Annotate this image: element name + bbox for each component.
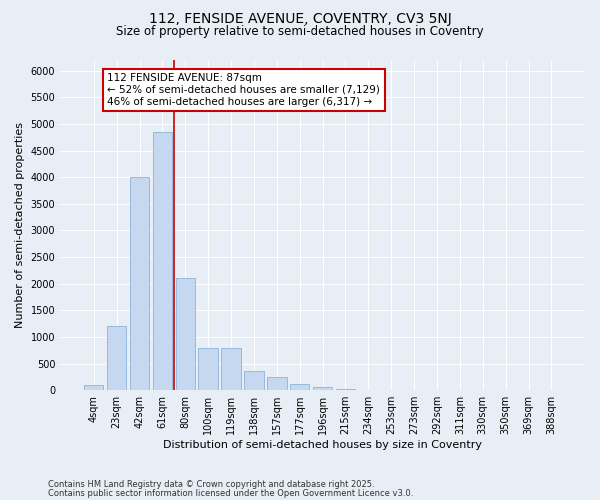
Bar [107, 326, 127, 390]
Bar [290, 384, 310, 390]
Bar [313, 387, 332, 390]
Bar [244, 371, 263, 390]
Text: Contains public sector information licensed under the Open Government Licence v3: Contains public sector information licen… [48, 488, 413, 498]
Text: 112 FENSIDE AVENUE: 87sqm
← 52% of semi-detached houses are smaller (7,129)
46% : 112 FENSIDE AVENUE: 87sqm ← 52% of semi-… [107, 74, 380, 106]
Bar [176, 278, 195, 390]
Bar [152, 132, 172, 390]
Bar [84, 385, 103, 390]
Text: Size of property relative to semi-detached houses in Coventry: Size of property relative to semi-detach… [116, 25, 484, 38]
Bar [267, 378, 287, 390]
Bar [336, 388, 355, 390]
Text: Contains HM Land Registry data © Crown copyright and database right 2025.: Contains HM Land Registry data © Crown c… [48, 480, 374, 489]
X-axis label: Distribution of semi-detached houses by size in Coventry: Distribution of semi-detached houses by … [163, 440, 482, 450]
Y-axis label: Number of semi-detached properties: Number of semi-detached properties [15, 122, 25, 328]
Bar [199, 348, 218, 390]
Bar [130, 177, 149, 390]
Bar [221, 348, 241, 390]
Text: 112, FENSIDE AVENUE, COVENTRY, CV3 5NJ: 112, FENSIDE AVENUE, COVENTRY, CV3 5NJ [149, 12, 451, 26]
